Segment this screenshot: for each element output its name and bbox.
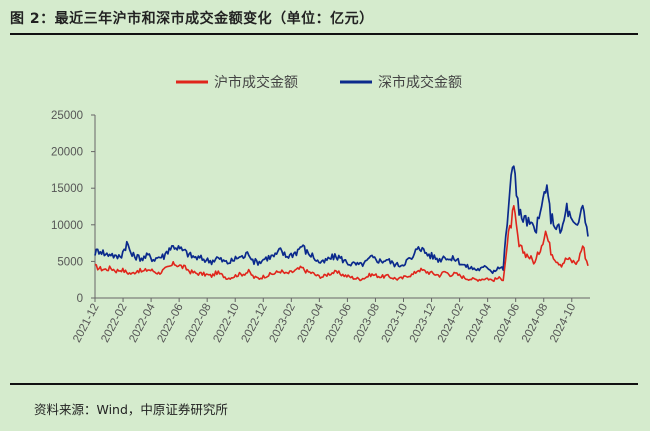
x-tick-label: 2023-08 <box>352 302 382 345</box>
y-tick-label: 25000 <box>51 110 83 122</box>
chart-series <box>94 165 589 283</box>
x-tick-label: 2023-12 <box>408 302 438 345</box>
figure-title: 图 2：最近三年沪市和深市成交金额变化（单位：亿元） <box>10 11 374 27</box>
x-tick-label: 2022-04 <box>127 301 158 344</box>
x-tick-label: 2023-06 <box>324 302 354 345</box>
x-tick-label: 2024-04 <box>464 301 495 344</box>
y-tick-label: 0 <box>77 293 83 305</box>
source-note: 资料来源：Wind，中原证券研究所 <box>34 402 228 417</box>
x-tick-label: 2022-02 <box>99 302 129 345</box>
x-tick-label: 2023-04 <box>296 301 327 344</box>
bottom-rule <box>10 383 638 385</box>
x-tick-label: 2024-06 <box>492 302 522 345</box>
legend-label-sh: 沪市成交金额 <box>214 74 298 91</box>
x-tick-label: 2024-08 <box>520 302 550 345</box>
x-axis: 2021-122022-022022-042022-062022-082022-… <box>71 297 590 345</box>
x-tick-label: 2023-10 <box>380 302 410 345</box>
top-rule <box>10 33 638 35</box>
legend-label-sz: 深市成交金额 <box>378 74 462 91</box>
series-line-sh <box>94 205 589 283</box>
y-tick-label: 20000 <box>51 147 83 159</box>
y-axis: 0 5000 10000 15000 20000 25000 <box>51 110 96 305</box>
x-tick-label: 2023-02 <box>268 302 298 345</box>
y-tick-label: 15000 <box>51 183 83 195</box>
series-line-sz <box>94 165 589 275</box>
y-tick-label: 5000 <box>57 256 83 268</box>
x-tick-label: 2022-10 <box>211 302 241 345</box>
chart-legend: 沪市成交金额 深市成交金额 <box>176 74 462 91</box>
x-tick-label: 2021-12 <box>71 302 101 345</box>
x-tick-label: 2024-02 <box>436 302 466 345</box>
x-tick-label: 2022-06 <box>155 302 185 345</box>
y-tick-label: 10000 <box>51 220 83 232</box>
x-tick-label: 2022-08 <box>183 302 213 345</box>
x-tick-label: 2022-12 <box>240 302 270 345</box>
x-tick-label: 2024-10 <box>548 302 578 345</box>
